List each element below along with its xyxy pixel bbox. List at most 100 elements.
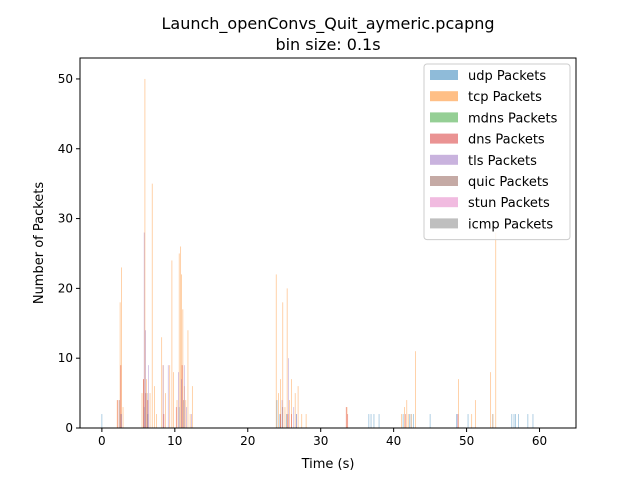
bar-tcp [280, 379, 281, 428]
bar-tls [181, 379, 182, 428]
bars-layer [101, 78, 534, 429]
bar-tcp [407, 414, 409, 428]
bar-tcp [178, 253, 180, 428]
bar-udp [101, 414, 103, 428]
bar-tcp [151, 183, 153, 428]
y-axis-label: Number of Packets [32, 182, 47, 305]
bar-tcp [305, 414, 307, 428]
y-tick-label: 40 [58, 142, 73, 156]
bar-quic [146, 393, 148, 428]
bar-udp [515, 414, 516, 428]
bar-tcp [121, 267, 122, 428]
bar-tcp [490, 372, 492, 428]
bar-tls [183, 365, 185, 428]
bar-tcp [288, 400, 290, 428]
bar-udp [378, 414, 380, 428]
bar-udp [456, 414, 457, 428]
bar-tls [148, 365, 149, 428]
chart-title: Launch_openConvs_Quit_aymeric.pcapng [161, 14, 494, 34]
bar-tcp [282, 302, 284, 428]
bar-tcp [119, 302, 121, 428]
x-tick-label: 50 [459, 434, 474, 448]
y-tick-label: 0 [65, 421, 73, 435]
bar-dns [117, 400, 119, 428]
bar-tcp [187, 330, 189, 428]
bar-tcp [164, 393, 166, 428]
bar-tcp [275, 274, 277, 428]
x-tick-label: 10 [167, 434, 182, 448]
bar-udp [467, 414, 469, 428]
bar-dns [147, 400, 149, 428]
bar-tcp [474, 400, 476, 428]
bar-tcp [406, 400, 408, 428]
chart-subtitle: bin size: 0.1s [275, 35, 380, 54]
legend-label: stun Packets [468, 196, 550, 211]
bar-tcp [144, 78, 146, 429]
bar-udp [513, 414, 515, 428]
bar-udp [511, 414, 513, 428]
y-tick-label: 20 [58, 281, 73, 295]
x-tick-label: 40 [386, 434, 401, 448]
legend-swatch [430, 176, 458, 186]
x-axis: 0 10 20 30 40 50 60 [98, 428, 547, 448]
bar-udp [370, 414, 372, 428]
bar-udp [412, 414, 414, 428]
bar-tcp [156, 414, 157, 428]
bar-tls [191, 414, 192, 428]
bar-udp [276, 400, 278, 428]
y-tick-label: 30 [58, 212, 73, 226]
bar-dns [291, 414, 292, 428]
legend-label: tls Packets [468, 154, 537, 169]
bar-dns [280, 414, 281, 428]
legend-swatch [430, 70, 458, 80]
bar-tls [162, 365, 164, 428]
bar-tcp [181, 274, 182, 428]
bar-dns [347, 414, 349, 428]
bar-tls [167, 365, 169, 428]
bar-tls [293, 407, 295, 428]
bar-quic [282, 407, 284, 428]
bar-tcp [180, 246, 182, 428]
bar-quic [119, 400, 120, 428]
bar-tcp [294, 393, 296, 428]
bar-udp [518, 414, 519, 428]
bar-tcp [185, 400, 187, 428]
legend-label: quic Packets [468, 175, 549, 190]
bar-dns [181, 365, 183, 428]
bar-udp [279, 414, 281, 428]
bar-udp [373, 414, 375, 428]
bar-tls [178, 372, 179, 428]
legend-swatch [430, 218, 458, 229]
bar-udp [532, 414, 534, 428]
legend-label: mdns Packets [468, 111, 558, 126]
bar-tcp [278, 393, 279, 428]
bar-tcp [169, 365, 171, 428]
bar-udp [527, 414, 529, 428]
bar-tcp [191, 386, 193, 428]
bar-tcp [116, 400, 118, 428]
bar-dns [175, 407, 177, 428]
bar-tls [296, 414, 297, 428]
bar-quic [183, 400, 184, 428]
bar-tls [143, 232, 145, 428]
legend-label: icmp Packets [468, 217, 553, 232]
bar-tcp [415, 351, 416, 428]
bar-tls [288, 358, 289, 428]
bar-tcp [182, 309, 184, 428]
bar-tcp [291, 379, 292, 428]
bar-tcp [301, 414, 303, 428]
bar-dns [163, 414, 165, 428]
bar-tcp [122, 407, 124, 428]
bar-tcp [176, 400, 178, 428]
bar-tcp [141, 393, 143, 428]
bar-udp [429, 414, 431, 428]
y-tick-label: 50 [58, 72, 73, 86]
bar-tcp [492, 414, 494, 428]
bar-tcp [410, 414, 412, 428]
legend-box [423, 63, 571, 241]
x-tick-label: 60 [532, 434, 547, 448]
bar-dns [345, 407, 347, 428]
bar-dns [120, 365, 122, 428]
bar-tls [186, 407, 187, 428]
